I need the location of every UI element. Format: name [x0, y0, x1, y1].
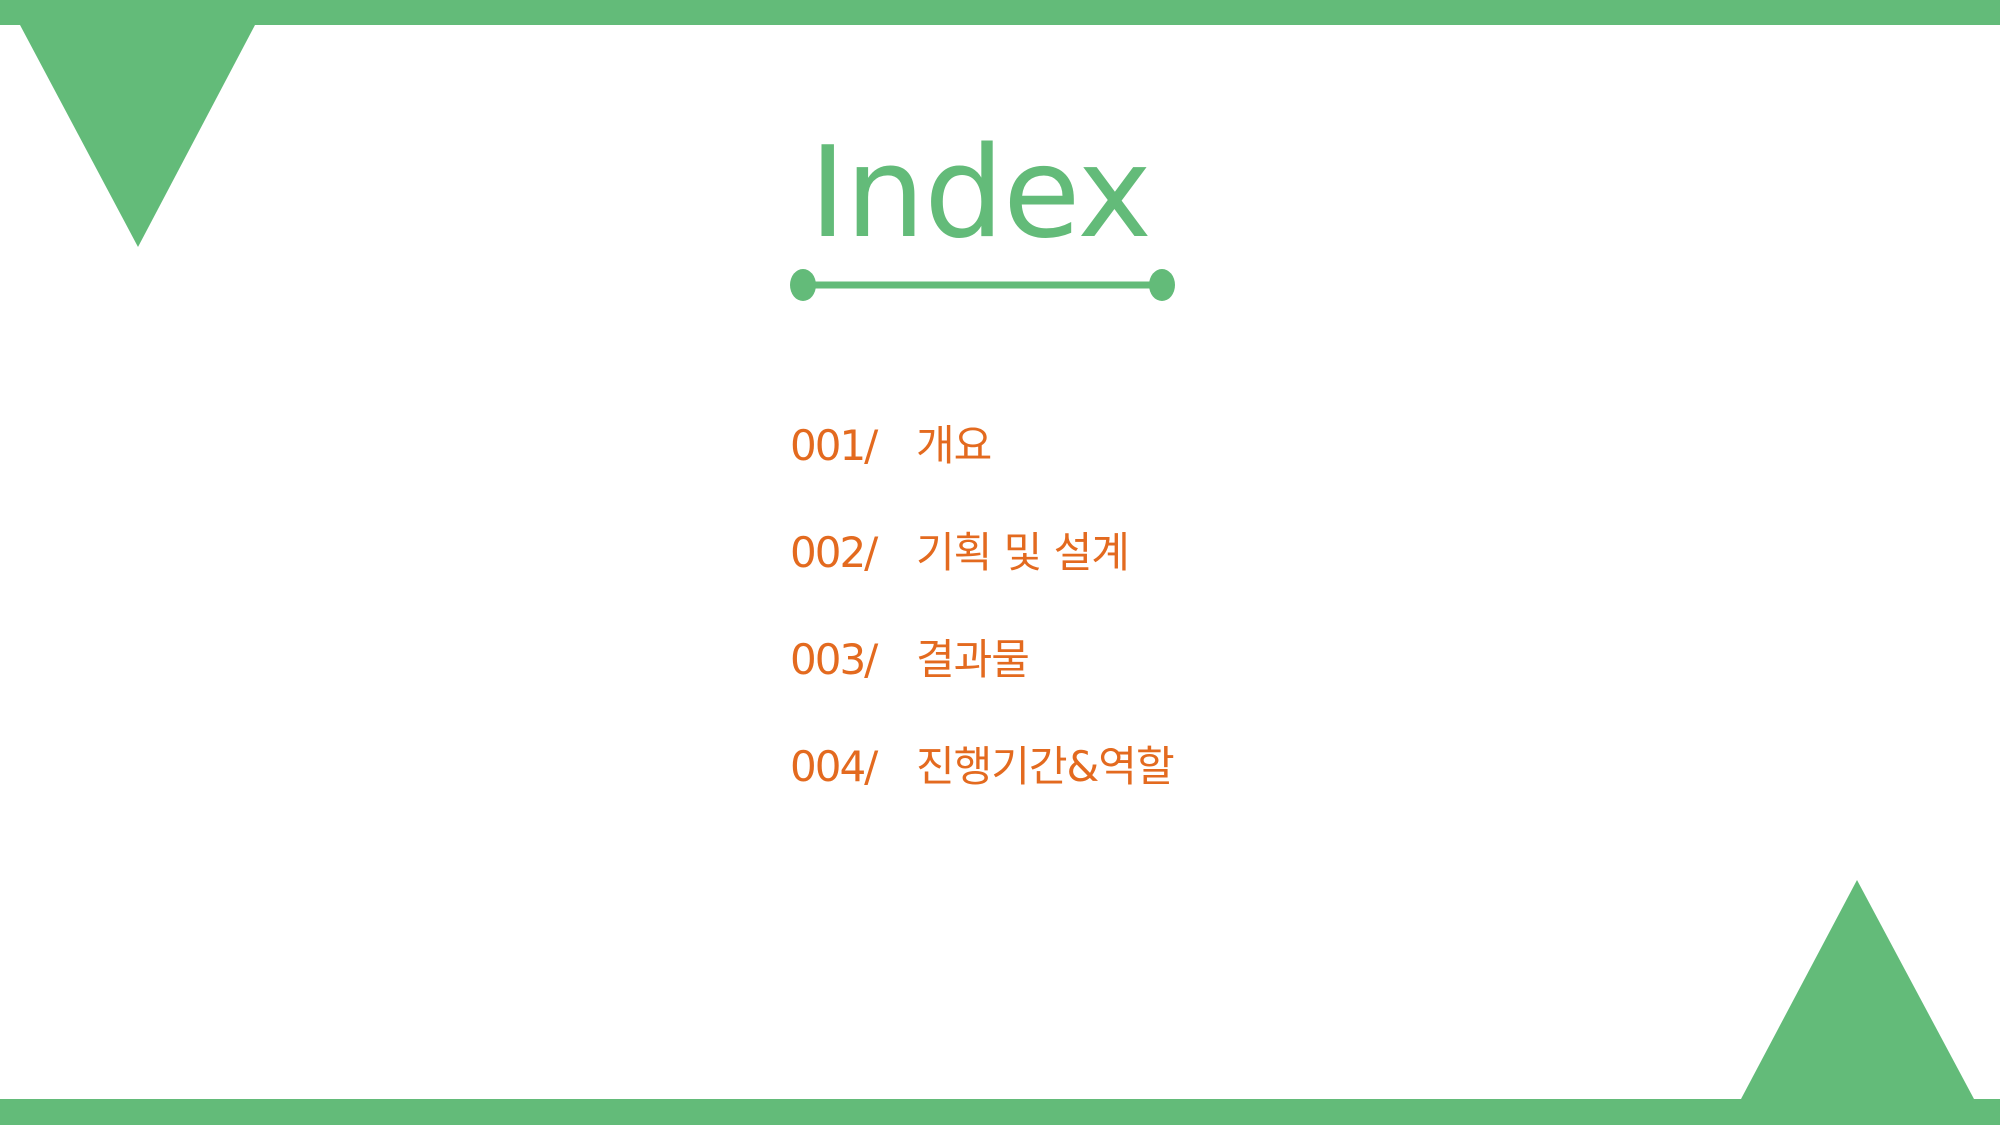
toc-item-number: 001/: [790, 421, 878, 470]
title-underline: [790, 269, 1175, 301]
toc-item-001[interactable]: 001/개요: [790, 410, 1174, 517]
underline-dot-right: [1149, 269, 1175, 301]
toc-item-label: 개요: [916, 421, 992, 470]
top-left-triangle: [20, 25, 255, 247]
underline-dot-left: [790, 269, 816, 301]
toc-item-003[interactable]: 003/결과물: [790, 624, 1174, 731]
toc-item-label: 진행기간&역할: [916, 742, 1175, 791]
page-title: Index: [809, 119, 1152, 266]
table-of-contents: 001/개요 002/기획 및 설계 003/결과물 004/진행기간&역할: [790, 410, 1175, 838]
toc-item-002[interactable]: 002/기획 및 설계: [790, 517, 1174, 624]
toc-item-label: 기획 및 설계: [916, 528, 1130, 577]
top-border-bar: [0, 0, 2000, 25]
toc-item-004[interactable]: 004/진행기간&역할: [790, 731, 1175, 838]
bottom-right-triangle: [1741, 880, 1974, 1099]
toc-item-number: 004/: [790, 742, 878, 791]
toc-item-number: 002/: [790, 528, 878, 577]
toc-item-number: 003/: [790, 635, 878, 684]
toc-item-label: 결과물: [916, 635, 1030, 684]
bottom-border-bar: [0, 1099, 2000, 1125]
